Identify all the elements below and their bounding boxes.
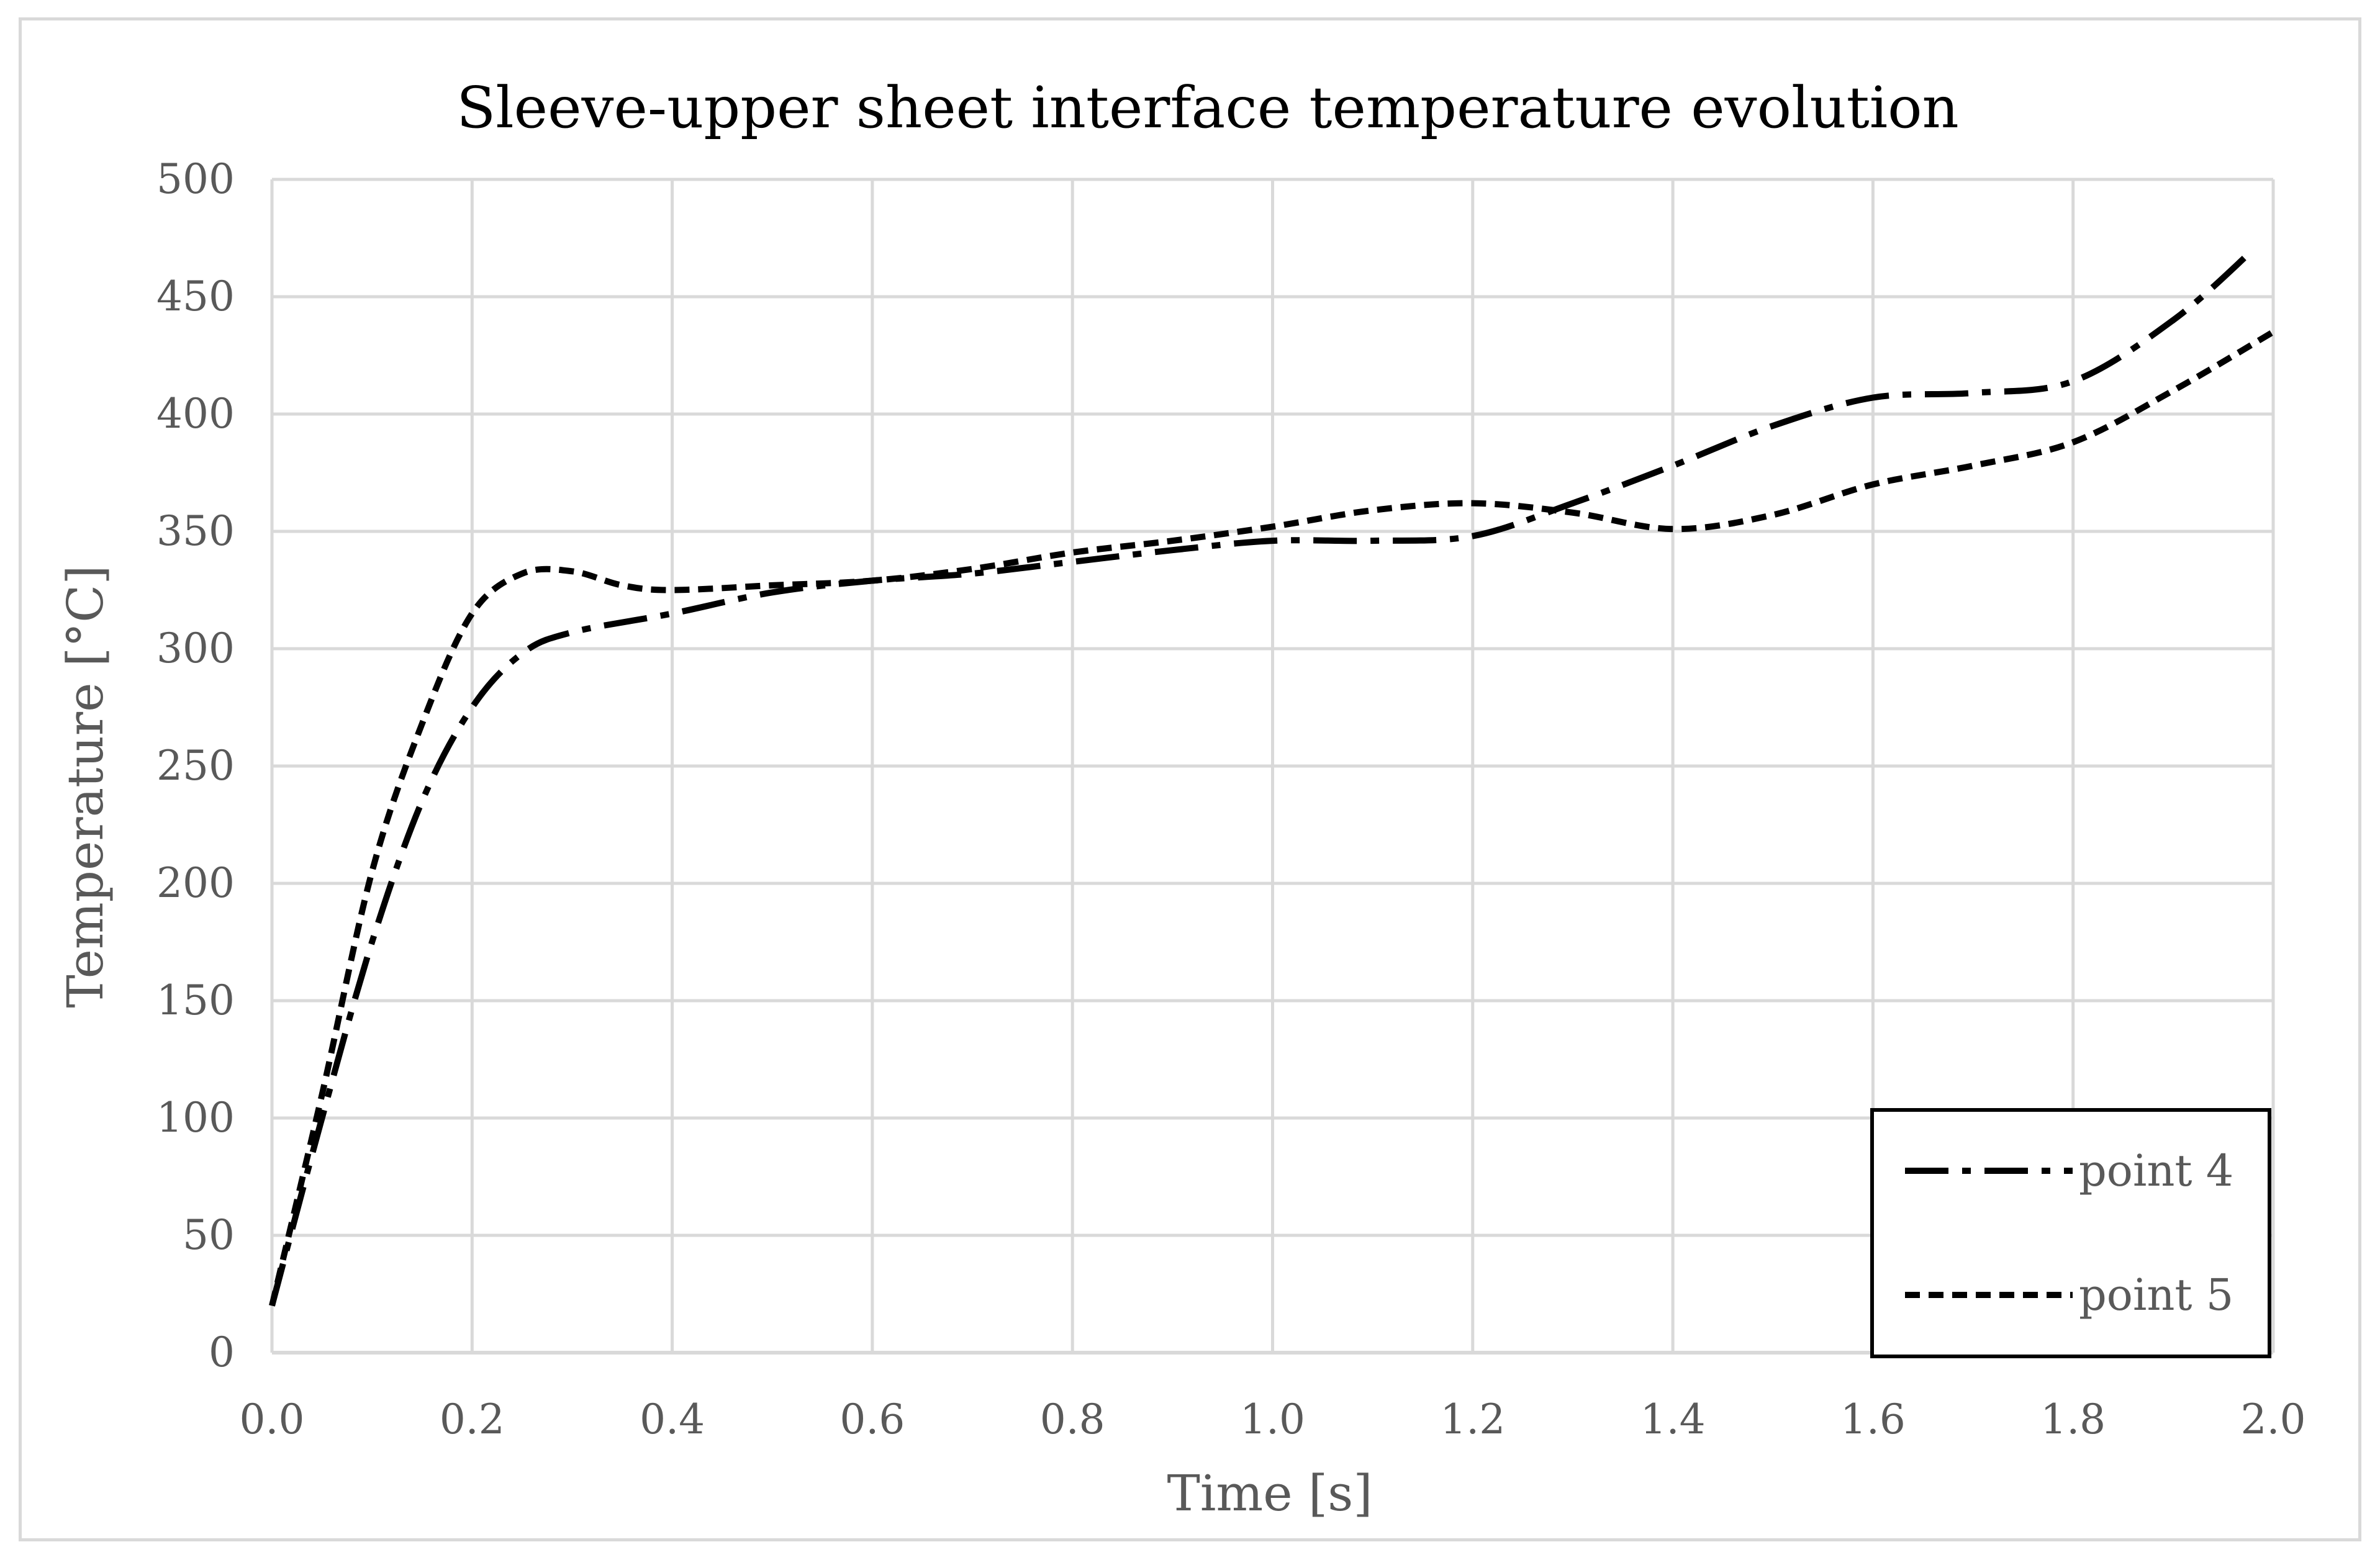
y-axis-label: Temperature [°C] [57, 565, 114, 1008]
y-tick-label: 50 [183, 1211, 235, 1259]
x-tick-label: 0.6 [839, 1395, 905, 1443]
chart-svg: Sleeve-upper sheet interface temperature… [57, 74, 2306, 1522]
legend-label-point-5: point 5 [2079, 1269, 2233, 1320]
x-tick-label: 1.6 [1840, 1395, 1906, 1443]
x-tick-label: 1.4 [1640, 1395, 1706, 1443]
legend-label-point-4: point 4 [2079, 1145, 2233, 1196]
x-tick-label: 0.4 [640, 1395, 705, 1443]
legend: point 4 point 5 [1870, 1108, 2271, 1358]
series-layer [269, 247, 2275, 1307]
series-line-point-5 [269, 329, 2275, 1307]
chart-title: Sleeve-upper sheet interface temperature… [456, 74, 1959, 141]
x-tick-label: 2.0 [2241, 1395, 2306, 1443]
grid [270, 178, 2275, 1355]
chart-frame: Sleeve-upper sheet interface temperature… [19, 17, 2361, 1541]
y-tick-label: 250 [156, 742, 235, 790]
y-tick-label: 0 [209, 1328, 235, 1376]
x-tick-label: 0.0 [240, 1395, 305, 1443]
legend-box [1870, 1108, 2271, 1358]
y-tick-label: 200 [156, 859, 235, 907]
x-tick-label: 0.2 [440, 1395, 505, 1443]
y-tick-label: 450 [156, 273, 235, 320]
x-tick-label: 1.0 [1240, 1395, 1305, 1443]
x-axis-label: Time [s] [1167, 1464, 1372, 1522]
series-line-point-4 [269, 247, 2256, 1307]
y-tick-label: 100 [156, 1094, 235, 1142]
y-tick-label: 300 [156, 624, 235, 672]
y-tick-label: 400 [156, 390, 235, 438]
x-tick-label: 1.2 [1440, 1395, 1505, 1443]
y-tick-label: 350 [156, 507, 235, 555]
x-tick-label: 1.8 [2040, 1395, 2106, 1443]
x-tick-label: 0.8 [1040, 1395, 1105, 1443]
y-tick-label: 500 [156, 155, 235, 203]
y-tick-label: 150 [156, 976, 235, 1024]
